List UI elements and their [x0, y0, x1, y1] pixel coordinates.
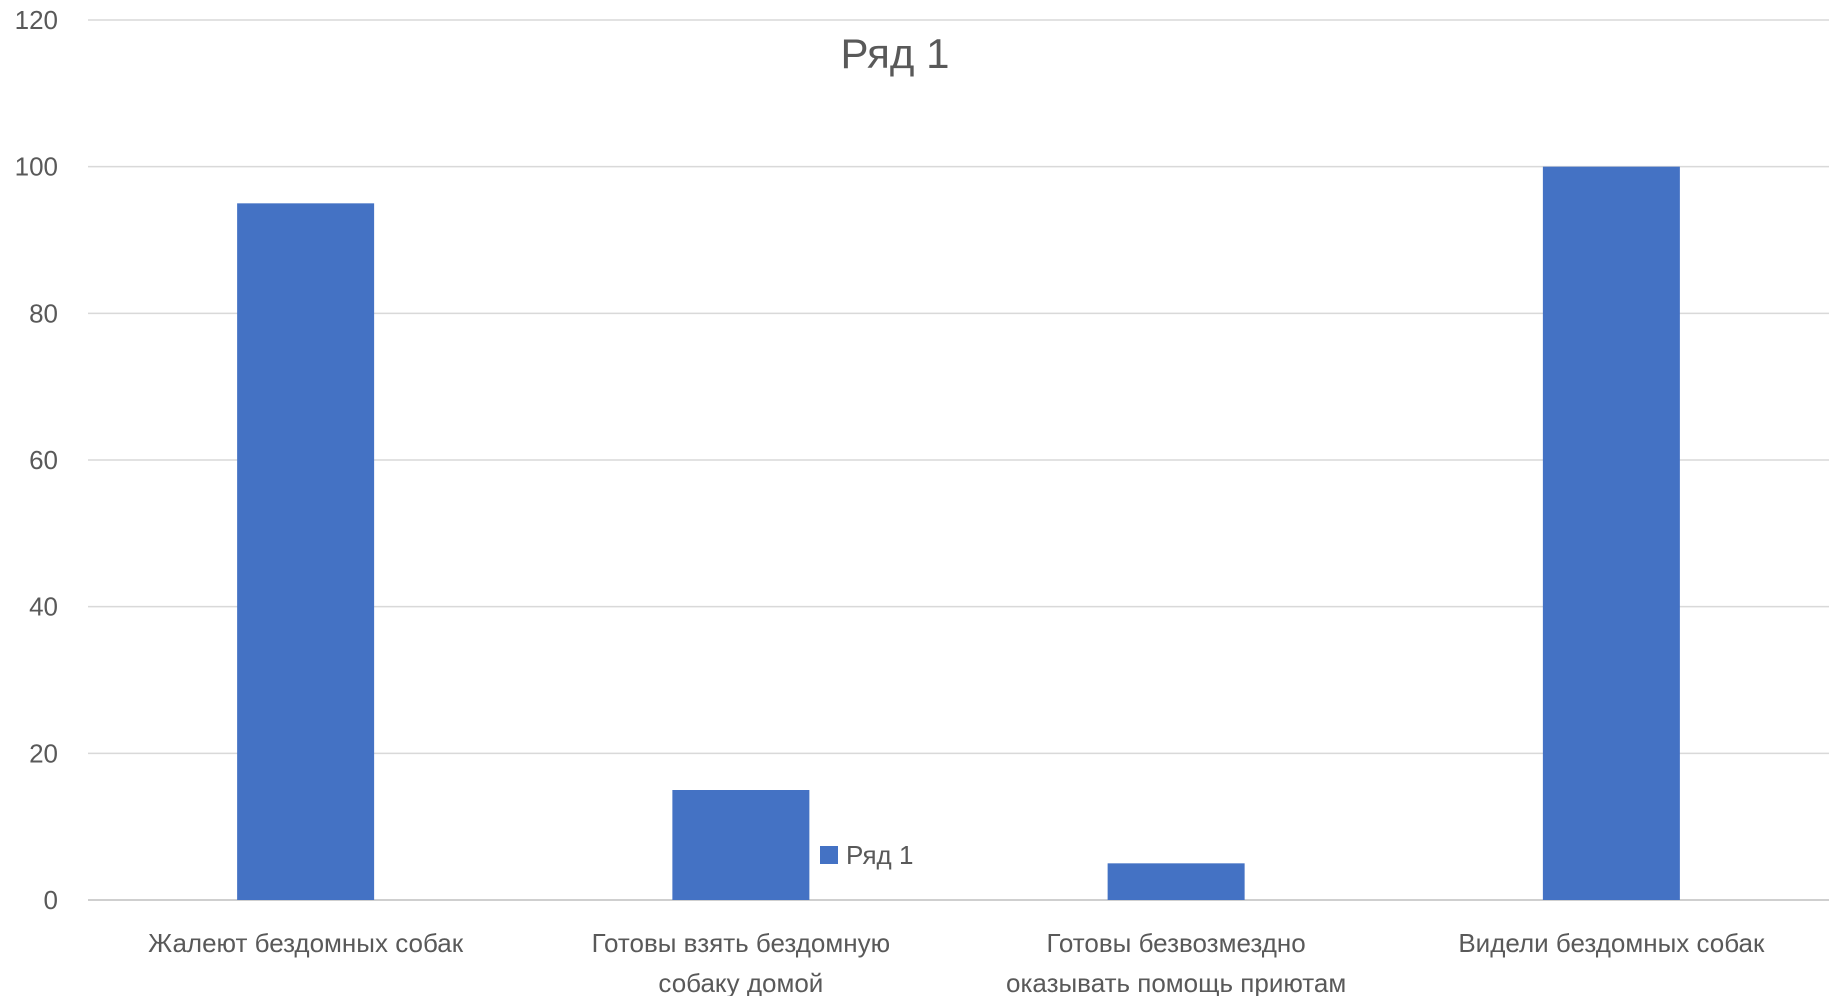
legend-label: Ряд 1 [846, 840, 913, 870]
y-tick-label: 80 [29, 298, 58, 328]
y-tick-label: 100 [15, 152, 58, 182]
bar-4 [1542, 166, 1680, 900]
x-category-label: Готовы безвозмездно [1047, 928, 1306, 958]
gridlines [88, 19, 1829, 901]
bar-2 [672, 790, 810, 900]
legend: Ряд 1 [820, 840, 913, 870]
x-category-label: собаку домой [658, 968, 823, 996]
x-category-label: оказывать помощь приютам [1006, 968, 1346, 996]
x-category-label: Готовы взять бездомную [592, 928, 890, 958]
y-tick-label: 60 [29, 445, 58, 475]
bar-1 [237, 203, 375, 901]
legend-swatch [820, 846, 838, 864]
y-tick-label: 0 [44, 885, 58, 915]
bar-3 [1107, 863, 1245, 900]
axes: 0 20 40 60 80 100 120 Жалеют бездомных собак Гот… [15, 5, 1765, 998]
y-tick-label: 20 [29, 738, 58, 768]
bars [237, 166, 1680, 901]
chart-title: Ряд 1 [841, 30, 950, 77]
x-category-label: Видели бездомных собак [1458, 928, 1765, 958]
x-category-label: Жалеют бездомных собак [148, 928, 464, 958]
y-tick-label: 40 [29, 592, 58, 622]
y-tick-label: 120 [15, 5, 58, 35]
